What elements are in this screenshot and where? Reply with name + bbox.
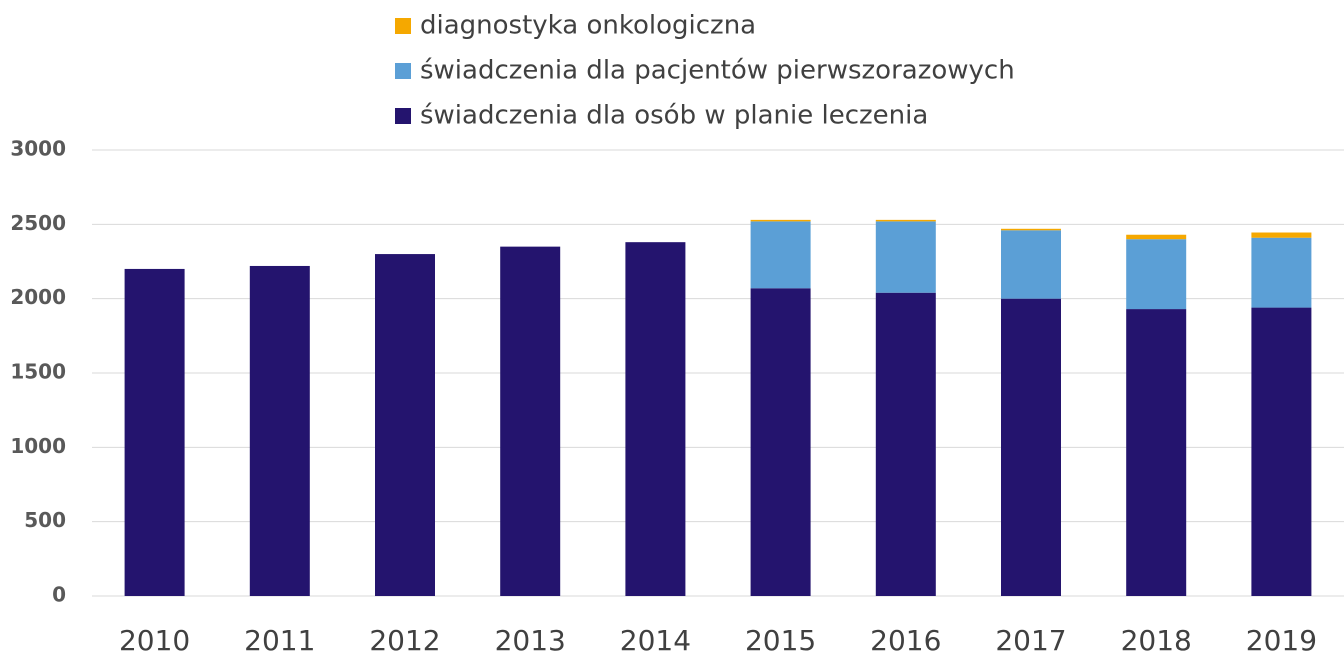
legend-label: świadczenia dla pacjentów pierwszorazowy… (420, 56, 1015, 86)
bar-segment (750, 219, 811, 222)
bar-segment (1251, 232, 1312, 238)
y-tick-label: 1500 (10, 360, 66, 384)
x-tick-label: 2011 (244, 624, 315, 657)
x-tick-label: 2013 (495, 624, 566, 657)
legend-label: świadczenia dla osób w planie leczenia (420, 101, 928, 131)
y-tick-label: 2000 (10, 285, 66, 309)
x-tick-label: 2019 (1246, 624, 1317, 657)
y-tick-label: 1000 (10, 434, 66, 458)
bar-segment (1001, 298, 1061, 596)
x-tick-label: 2018 (1121, 624, 1192, 657)
bar-segment (875, 292, 936, 596)
legend-swatch (395, 18, 411, 34)
bar-segment (750, 288, 811, 596)
y-tick-label: 3000 (10, 137, 66, 161)
bar-segment (625, 242, 686, 596)
bar-segment (875, 219, 936, 222)
bar-segment (1001, 230, 1061, 299)
x-tick-label: 2014 (620, 624, 691, 657)
legend-swatch (395, 63, 411, 79)
legend-label: diagnostyka onkologiczna (420, 11, 756, 41)
x-tick-label: 2016 (870, 624, 941, 657)
x-tick-label: 2015 (745, 624, 816, 657)
bar-segment (1126, 234, 1187, 240)
bar-segment (750, 221, 811, 289)
y-tick-label: 0 (52, 583, 66, 607)
y-tick-label: 2500 (10, 211, 66, 235)
bar-segment (875, 221, 936, 293)
legend-swatch (395, 108, 411, 124)
bar-segment (1126, 309, 1187, 596)
x-tick-label: 2012 (369, 624, 440, 657)
x-tick-label: 2017 (995, 624, 1066, 657)
bar-segment (1251, 237, 1312, 308)
bar-segment (375, 254, 435, 597)
bar-segment (1251, 307, 1312, 596)
bar-segment (500, 246, 561, 596)
y-tick-label: 500 (24, 508, 66, 532)
bar-segment (124, 268, 185, 596)
x-tick-label: 2010 (119, 624, 190, 657)
bar-segment (249, 265, 310, 596)
bar-segment (1126, 239, 1187, 310)
bar-segment (1001, 228, 1061, 231)
